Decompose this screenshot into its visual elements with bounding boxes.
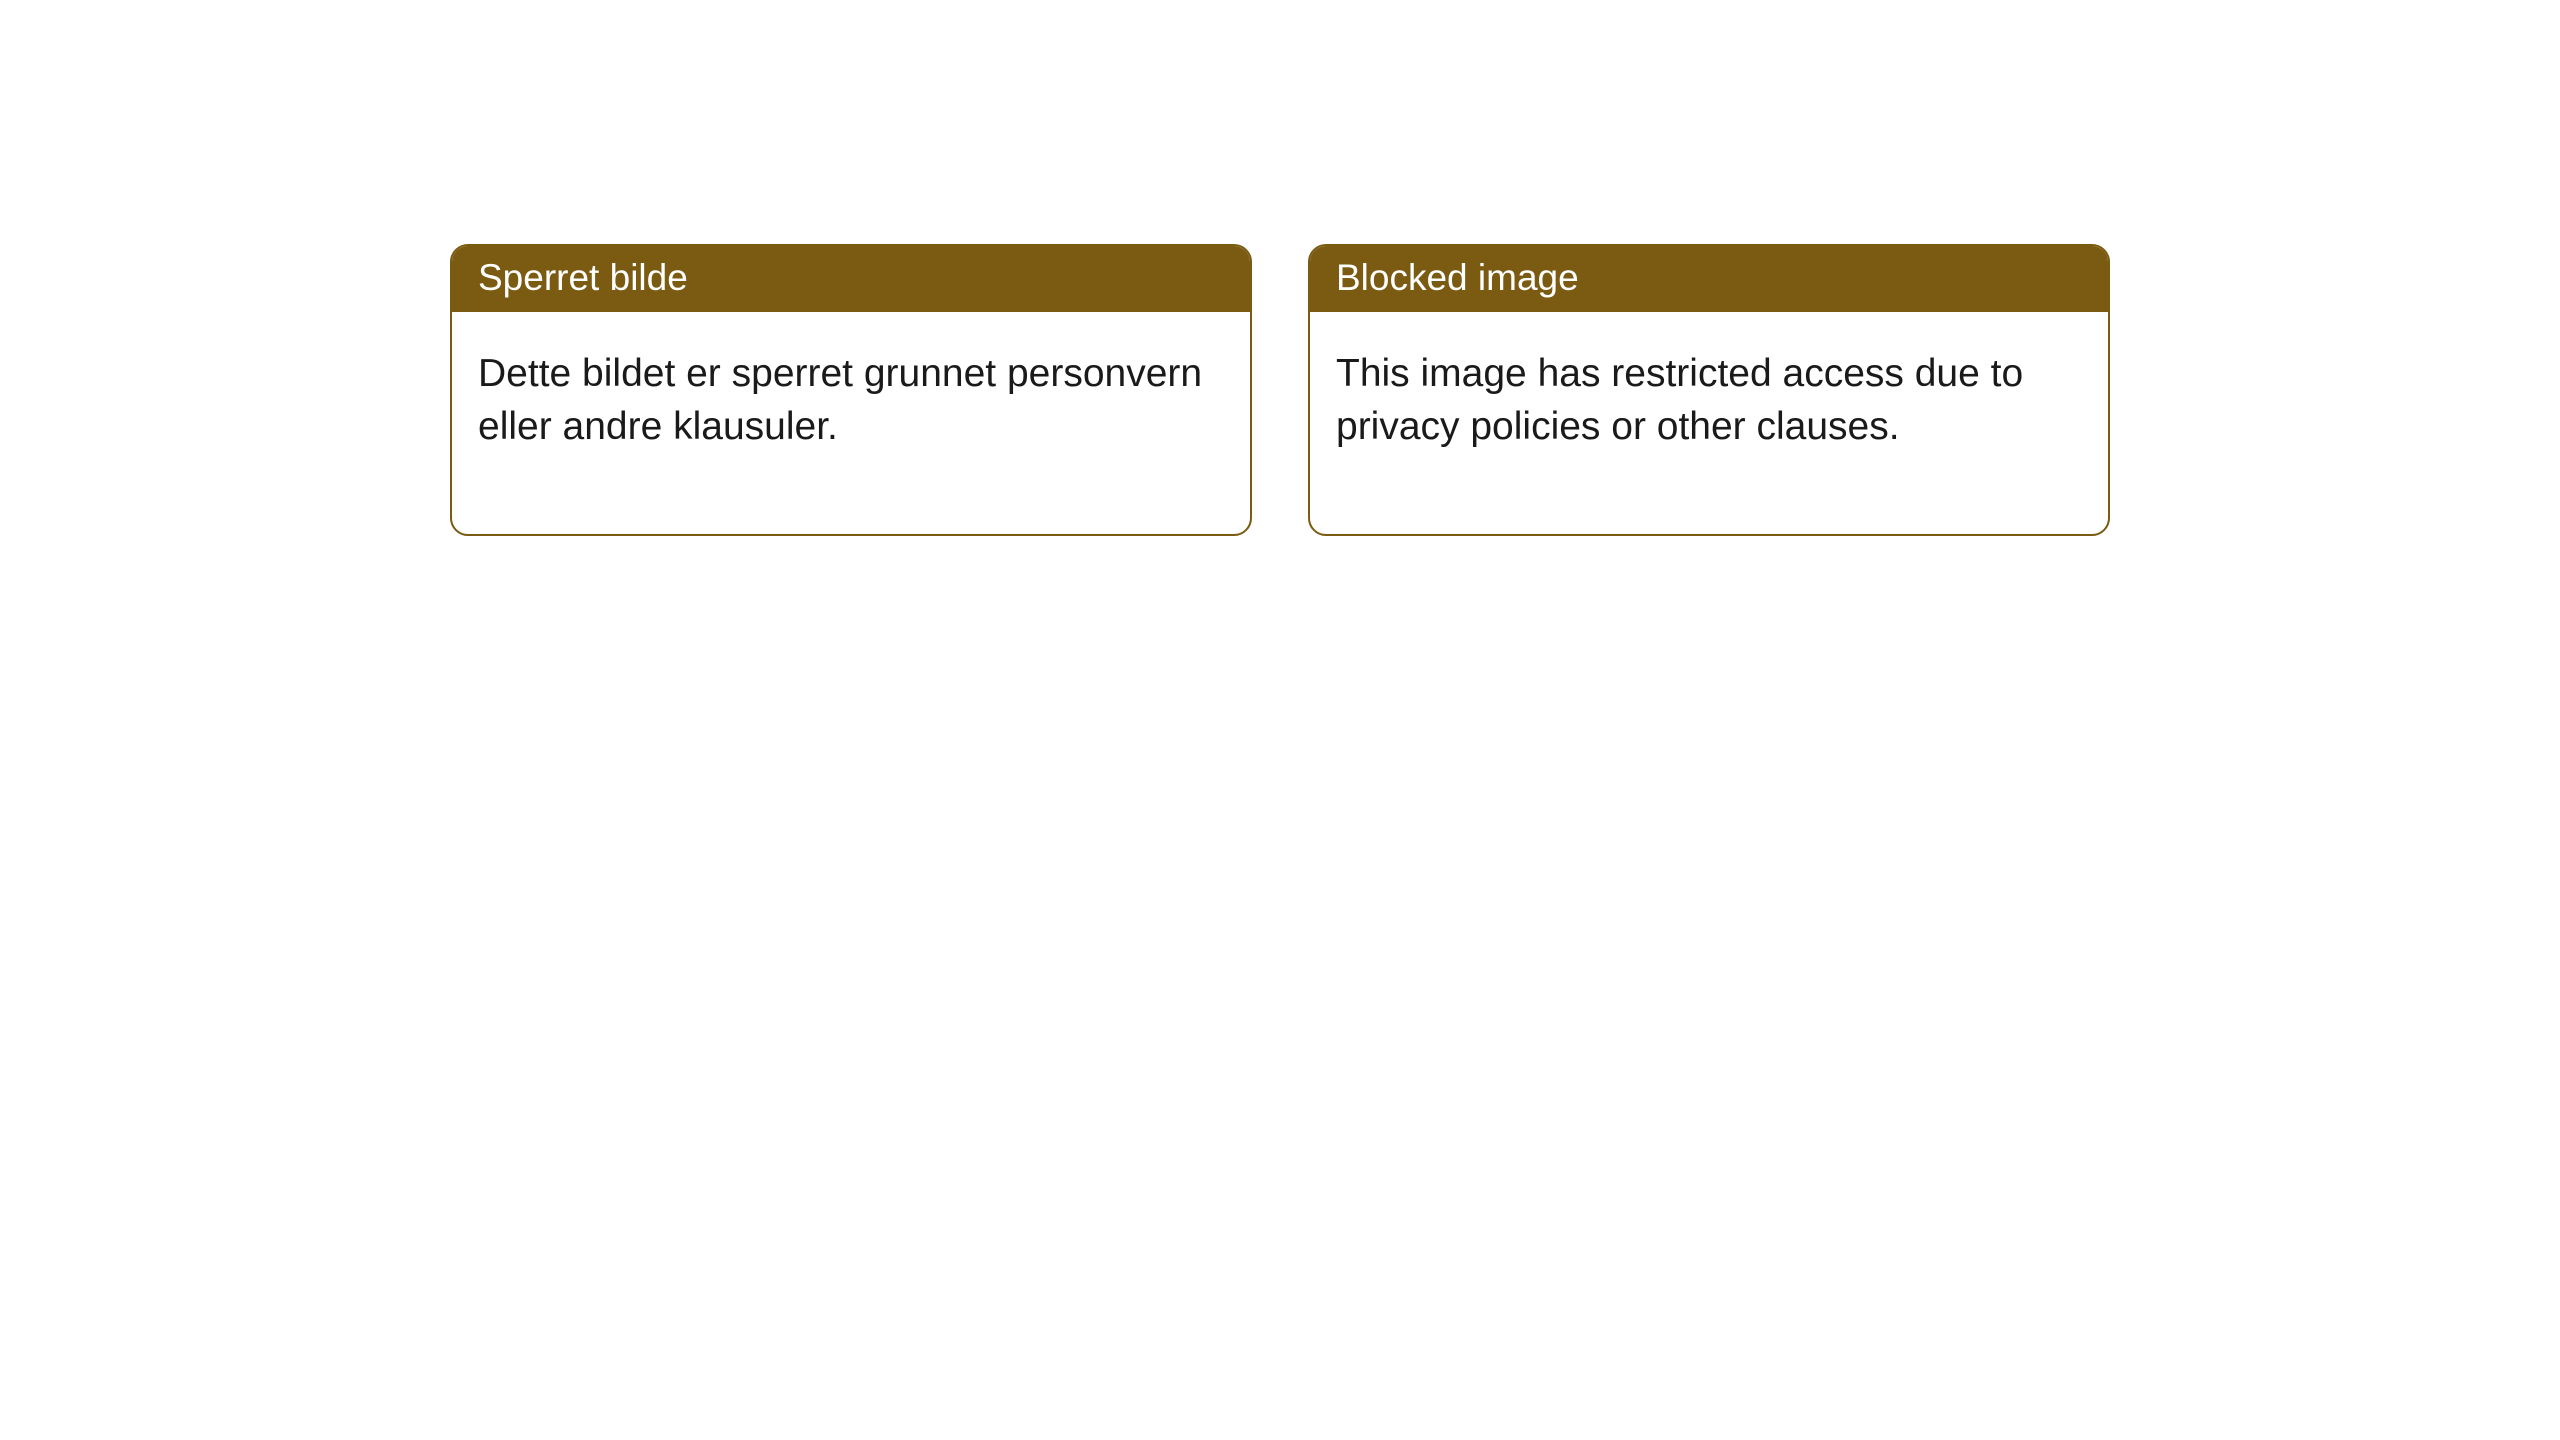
notice-header: Sperret bilde	[452, 246, 1250, 312]
notice-box-norwegian: Sperret bilde Dette bildet er sperret gr…	[450, 244, 1252, 536]
notice-header: Blocked image	[1310, 246, 2108, 312]
notice-box-english: Blocked image This image has restricted …	[1308, 244, 2110, 536]
notice-body: This image has restricted access due to …	[1310, 312, 2108, 533]
notice-body: Dette bildet er sperret grunnet personve…	[452, 312, 1250, 533]
notices-container: Sperret bilde Dette bildet er sperret gr…	[0, 0, 2560, 536]
